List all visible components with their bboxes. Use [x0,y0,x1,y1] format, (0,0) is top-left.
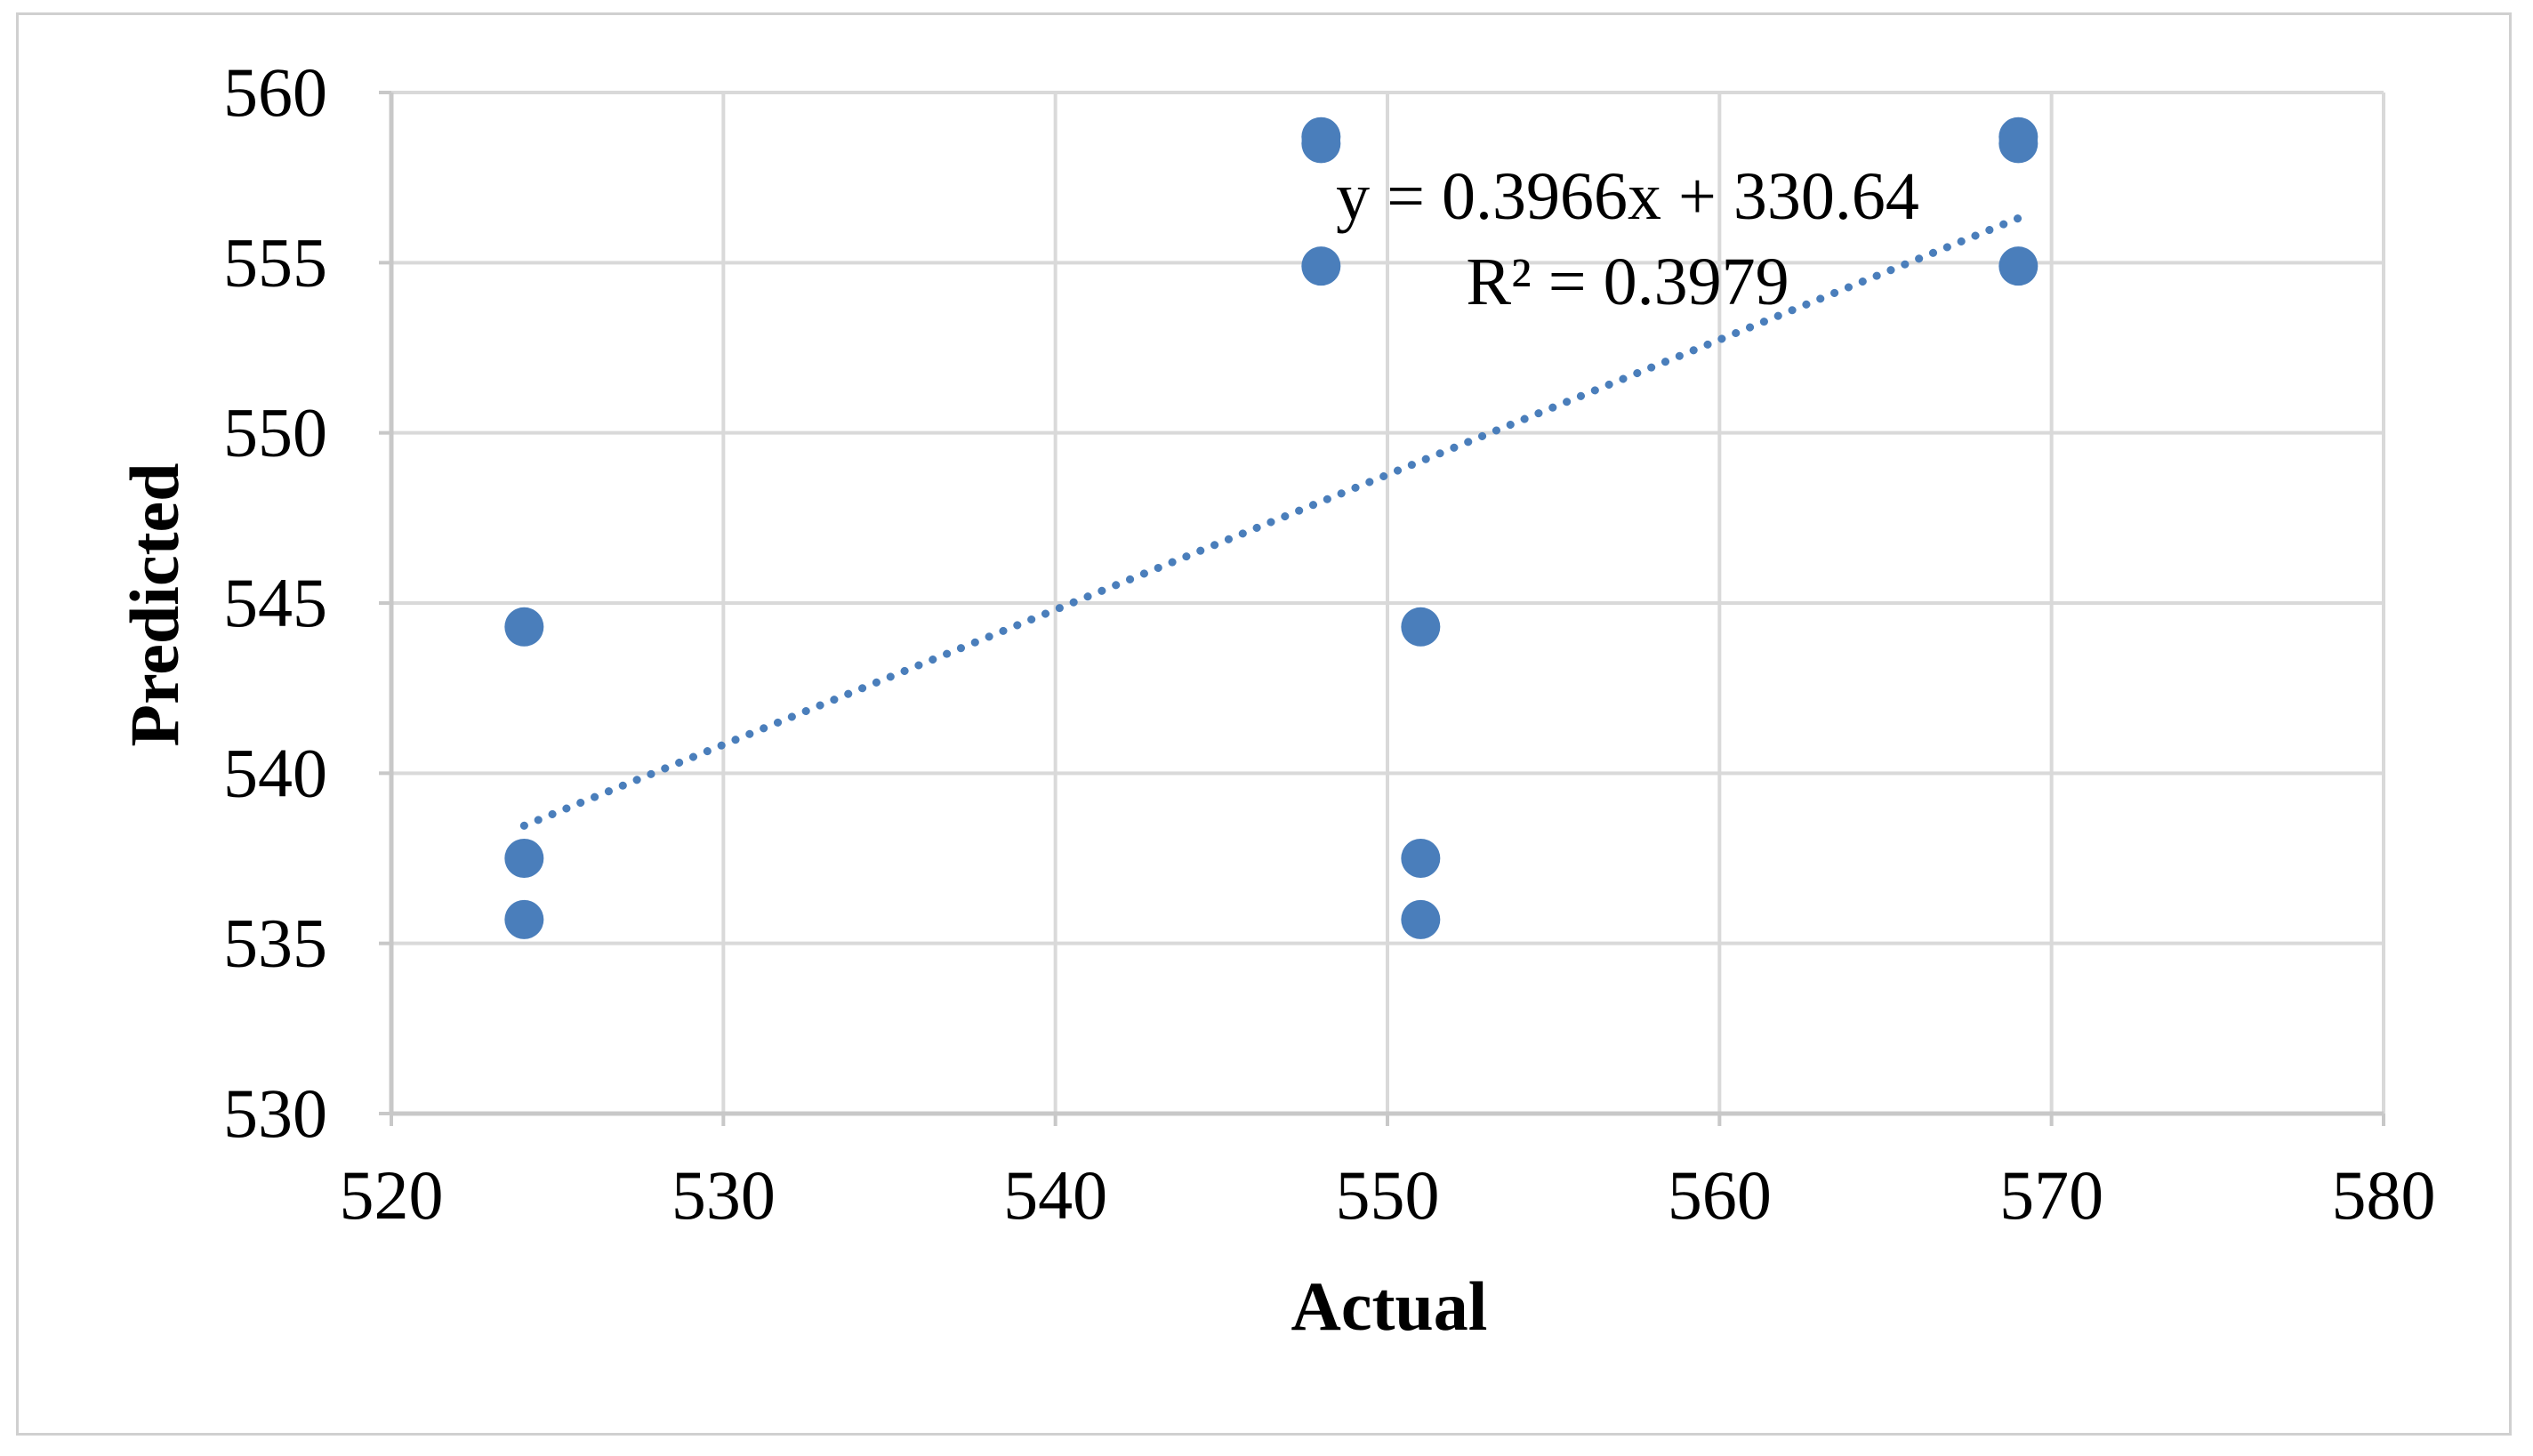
data-point [1301,246,1341,286]
x-tick-label: 570 [1999,1156,2103,1234]
x-tick-label: 540 [1003,1156,1107,1234]
x-tick-label: 530 [671,1156,776,1234]
x-tick-label: 520 [340,1156,444,1234]
data-point [1301,124,1341,164]
chart-frame [16,12,2512,1436]
tick-labels: 520 530 540 550 560 570 5805305355405455505555… [223,53,2436,1234]
data-point [1998,124,2038,164]
y-tick-label: 555 [223,223,327,301]
x-tick-label: 560 [1668,1156,1772,1234]
x-tick-label: 580 [2332,1156,2436,1234]
data-point [504,899,544,939]
x-tick-label: 550 [1336,1156,1440,1234]
data-point [504,607,544,647]
data-points [504,117,2038,939]
data-point [1401,839,1441,878]
y-tick-label: 545 [223,564,327,641]
y-tick-label: 540 [223,734,327,811]
gridlines [391,91,2385,1114]
data-point [1998,246,2038,286]
trendline-equation-label: y = 0.3966x + 330.64 [1336,159,1919,234]
y-axis-title: Predicted [116,463,193,746]
y-tick-label: 535 [223,905,327,982]
y-tick-label: 550 [223,394,327,471]
trendline-group [519,213,2022,830]
data-point [1401,607,1441,647]
y-tick-label: 560 [223,53,327,131]
y-tick-label: 530 [223,1074,327,1152]
data-point [504,839,544,878]
axes [379,91,2385,1126]
data-point [1401,899,1441,939]
trendline [519,213,2022,830]
x-axis-title: Actual [1291,1267,1488,1345]
trendline-r2-label: R² = 0.3979 [1466,245,1789,319]
